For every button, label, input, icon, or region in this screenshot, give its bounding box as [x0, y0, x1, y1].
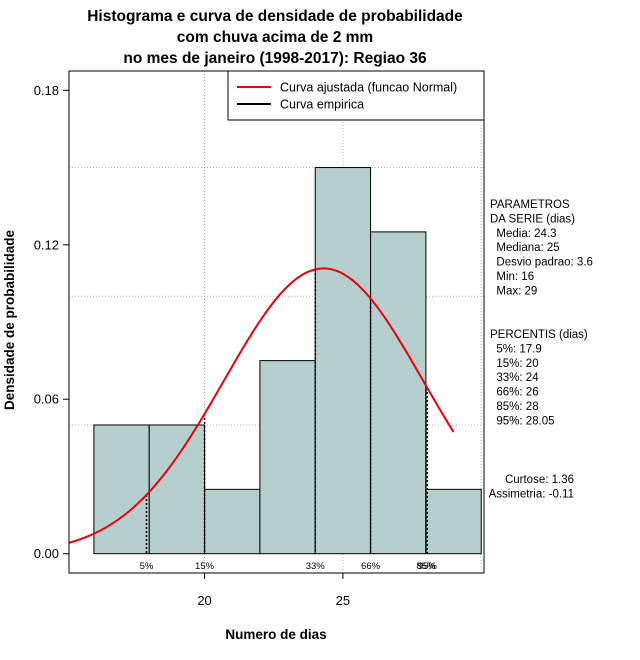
x-axis: 20 25 — [197, 573, 350, 608]
y-tick-label: 0.06 — [34, 392, 59, 407]
stats-shape-line: Assimetria: -0.11 — [489, 488, 574, 500]
percentile-markers: 5% 15% 33% 66% 85%95% — [140, 269, 438, 572]
y-tick-label: 0.18 — [34, 83, 59, 98]
chart-title-line: com chuva acima de 2 mm — [177, 29, 373, 46]
percentile-label: 85% — [416, 561, 436, 572]
percentile-label: 5% — [140, 561, 154, 572]
y-tick-label: 0.00 — [34, 546, 59, 561]
percentile-label: 95% — [418, 561, 438, 572]
chart-title-line: no mes de janeiro (1998-2017): Regiao 36 — [123, 50, 427, 67]
histogram-bar — [425, 488, 482, 555]
legend-box — [227, 70, 485, 121]
stats-params-line: Min: 16 — [490, 271, 534, 283]
histogram-bars — [93, 167, 482, 555]
stats-params-line: Max: 29 — [490, 285, 537, 297]
y-tick-label: 0.12 — [34, 237, 59, 252]
histogram-bar — [259, 360, 316, 555]
histogram-bar — [148, 424, 206, 555]
y-axis-label: Densidade de probabilidade — [2, 229, 17, 410]
chart-title: Histograma e curva de densidade de proba… — [87, 8, 463, 67]
normal-curve — [68, 267, 455, 544]
percentile-label: 15% — [195, 561, 215, 572]
stats-percentis-line: 95%: 28.05 — [490, 415, 555, 427]
percentile-label: 66% — [361, 561, 381, 572]
stats-shape-line: Curtose: 1.36 — [505, 474, 574, 486]
stats-percentis-line: 66%: 26 — [490, 387, 539, 399]
legend-entry: Curva ajustada (funcao Normal) — [280, 81, 457, 95]
x-axis-label: Numero de dias — [225, 627, 326, 642]
x-tick-label: 25 — [336, 593, 350, 608]
y-axis: 0.00 0.06 0.12 0.18 — [34, 83, 69, 561]
percentile-label: 33% — [306, 561, 326, 572]
x-tick-label: 20 — [197, 593, 211, 608]
stats-percentis-line: PERCENTIS (dias) — [490, 329, 588, 341]
stats-params-line: DA SERIE (dias) — [490, 213, 575, 225]
stats-params-line: Mediana: 25 — [490, 242, 560, 254]
histogram-bar — [93, 424, 150, 555]
stats-panel: PARAMETROS DA SERIE (dias) Media: 24.3 Me… — [489, 199, 593, 500]
histogram-bar — [314, 167, 372, 555]
legend: Curva ajustada (funcao Normal) Curva empi… — [227, 70, 485, 121]
stats-percentis-line: 85%: 28 — [490, 401, 539, 413]
histogram-bar — [204, 488, 261, 555]
stats-params-line: Desvio padrao: 3.6 — [490, 257, 593, 269]
stats-params-line: PARAMETROS — [490, 199, 570, 211]
histogram-bar — [370, 231, 427, 555]
stats-params-line: Media: 24.3 — [490, 228, 556, 240]
legend-entry: Curva empirica — [280, 98, 364, 112]
stats-percentis-line: 5%: 17.9 — [490, 343, 542, 355]
stats-percentis-line: 33%: 24 — [490, 372, 539, 384]
chart-title-line: Histograma e curva de densidade de proba… — [87, 8, 463, 25]
stats-percentis-line: 15%: 20 — [490, 358, 539, 370]
